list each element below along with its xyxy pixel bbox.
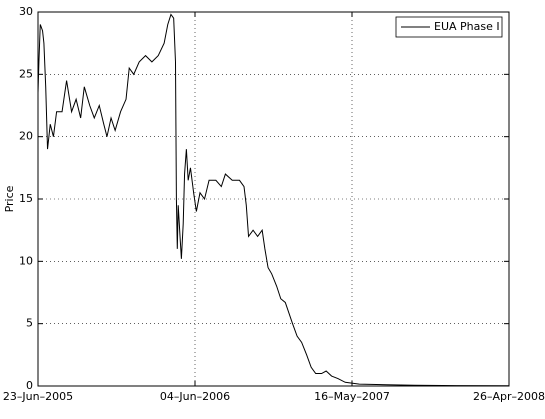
x-tick-label: 04–Jun–2006 xyxy=(160,390,230,403)
y-tick-label: 25 xyxy=(19,67,33,80)
y-tick-label: 0 xyxy=(26,379,33,392)
y-tick-label: 15 xyxy=(19,192,33,205)
legend-box xyxy=(395,16,503,38)
legend-label: EUA Phase I xyxy=(434,20,500,33)
x-tick-label: 26–Apr–2008 xyxy=(473,390,545,403)
x-tick-label: 23–Jun–2005 xyxy=(3,390,73,403)
data-line xyxy=(37,13,509,387)
y-tick-label: 10 xyxy=(19,254,33,267)
y-axis-label: Price xyxy=(3,185,16,212)
y-tick-label: 5 xyxy=(26,317,33,330)
y-tick-label: 30 xyxy=(19,5,33,18)
y-tick-label: 20 xyxy=(19,130,33,143)
x-tick-label: 16–May–2007 xyxy=(314,390,390,403)
plot-frame xyxy=(37,11,510,387)
